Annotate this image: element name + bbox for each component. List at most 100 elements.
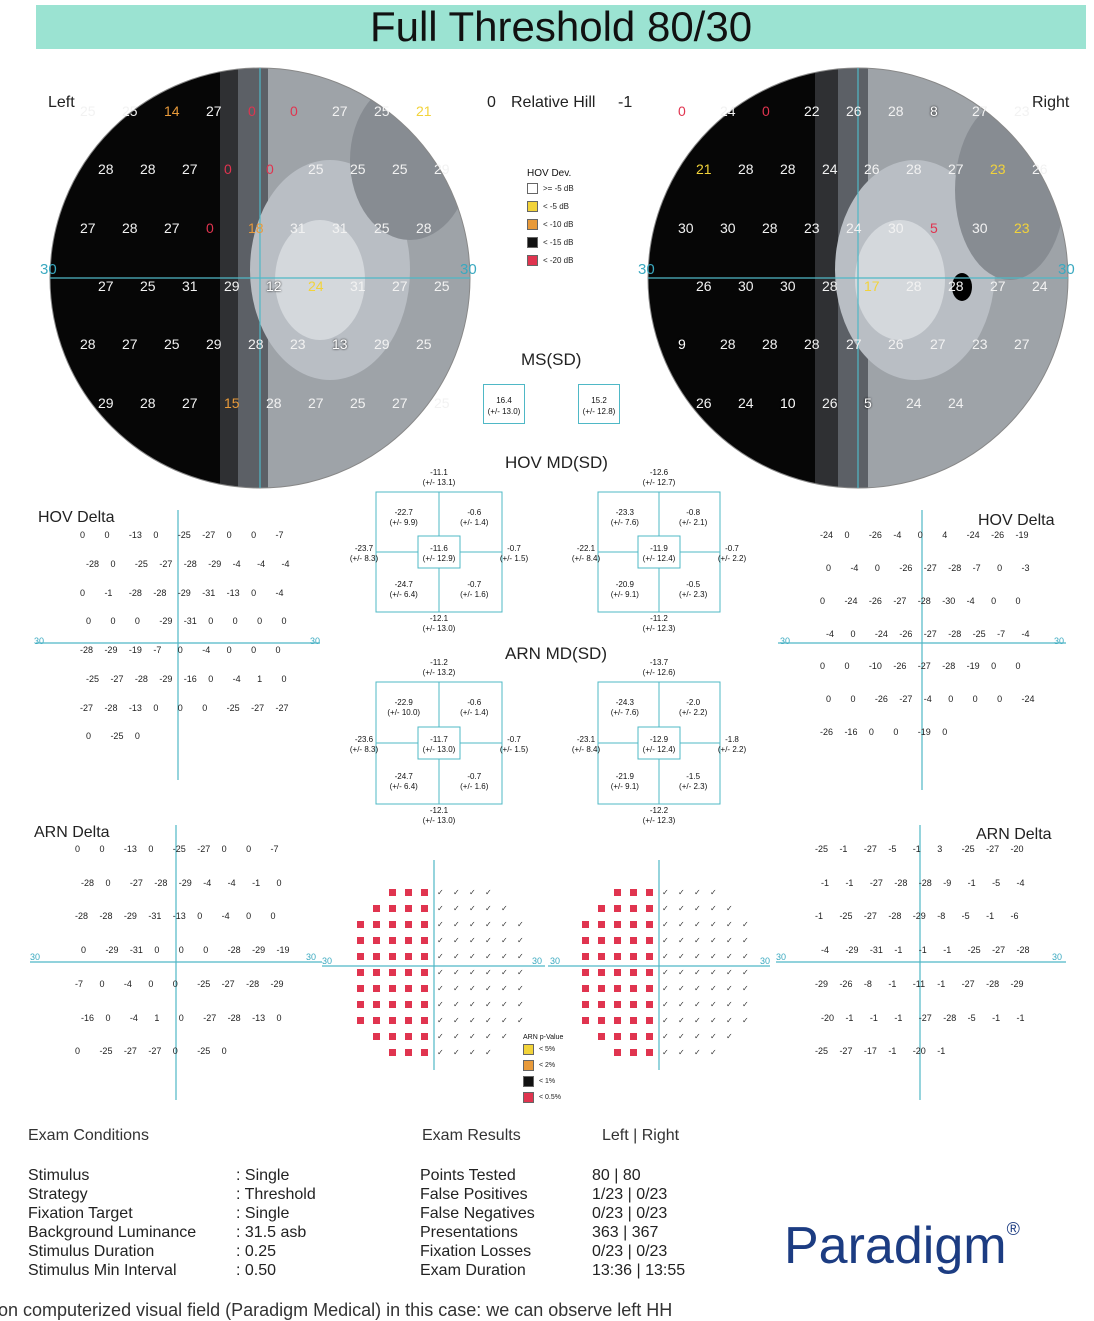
pvalue-square bbox=[614, 1049, 621, 1056]
right-field-value: 28 bbox=[906, 161, 922, 178]
hov-delta-right-value: 0 bbox=[850, 694, 856, 705]
left-field-value: 31 bbox=[182, 278, 198, 294]
md-cell-ll: -24.7 (+/- 6.4) bbox=[374, 772, 434, 792]
pvalue-check: ✓ bbox=[726, 904, 733, 913]
md-sd: (+/- 1.4) bbox=[460, 518, 489, 527]
pvalue-square bbox=[421, 889, 428, 896]
md-sd: (+/- 12.6) bbox=[642, 668, 676, 677]
md-value: -23.6 bbox=[354, 735, 374, 744]
pvalue-square bbox=[630, 1049, 637, 1056]
md-sd: (+/- 13.2) bbox=[422, 668, 456, 677]
md-sd: (+/- 13.1) bbox=[422, 478, 456, 487]
right-field-value: 0 bbox=[762, 103, 770, 119]
left-field-value: 0 bbox=[224, 161, 232, 178]
pvalue-square bbox=[630, 1033, 637, 1040]
left-field-value: 28 bbox=[140, 161, 156, 178]
pvalue-square bbox=[614, 921, 621, 928]
pvalue-square bbox=[421, 1001, 428, 1008]
hov-delta-right-value: 0 bbox=[942, 727, 948, 738]
arn-delta-left-value: -28 bbox=[75, 911, 89, 922]
arn-delta-left-value: 0 bbox=[178, 945, 184, 956]
arn-delta-left-value: -4 bbox=[129, 1012, 138, 1023]
hov-delta-left-value: -16 bbox=[183, 673, 197, 684]
hov-delta-left-value: -28 bbox=[128, 587, 142, 598]
left-field-value: 29 bbox=[374, 336, 390, 353]
hov-delta-right-value: -19 bbox=[917, 727, 931, 738]
hov-delta-left-value: -19 bbox=[128, 645, 142, 655]
arn-delta-right-value: -1 bbox=[937, 1046, 946, 1057]
hov-delta-left-value: -29 bbox=[208, 558, 222, 569]
arn-pvalue-legend-swatch bbox=[523, 1059, 534, 1071]
md-sd: (+/- 1.5) bbox=[499, 745, 529, 754]
axis-label: 30 bbox=[310, 636, 321, 646]
pvalue-check: ✓ bbox=[662, 984, 669, 993]
left-field-value: 27 bbox=[392, 394, 408, 411]
pvalue-check: ✓ bbox=[726, 1016, 733, 1025]
md-sd: (+/- 1.5) bbox=[499, 554, 529, 563]
left-field-value: 25 bbox=[350, 161, 366, 178]
md-cell-lr: -0.7 (+/- 1.6) bbox=[444, 580, 504, 600]
pvalue-check: ✓ bbox=[501, 1000, 508, 1009]
hov-delta-right-value: -26 bbox=[899, 628, 913, 639]
hov-delta-left-value: 0 bbox=[208, 673, 214, 684]
exam-condition-row: Stimulus Min Interval: 0.50 bbox=[28, 1261, 408, 1280]
ms-sd-right-sd: (+/- 12.8) bbox=[582, 407, 616, 416]
exam-result-value: 0/23 | 0/23 bbox=[592, 1205, 668, 1222]
pvalue-square bbox=[646, 953, 653, 960]
hov-delta-left-value: -4 bbox=[275, 587, 284, 598]
right-field-value: 5 bbox=[864, 394, 872, 411]
md-sd: (+/- 8.4) bbox=[571, 745, 601, 754]
pvalue-check: ✓ bbox=[501, 904, 508, 913]
arn-delta-right-value: -8 bbox=[863, 978, 872, 989]
hov-dev-legend-item: >= -5 dB bbox=[527, 179, 574, 197]
arn-delta-right-value: -29 bbox=[912, 911, 926, 922]
hov-md-title: HOV MD(SD) bbox=[505, 453, 608, 472]
pvalue-square bbox=[421, 937, 428, 944]
left-field-value: 31 bbox=[350, 278, 366, 294]
arn-delta-right-value: -1 bbox=[869, 1012, 878, 1023]
hov-delta-right-value: 0 bbox=[997, 562, 1003, 573]
exam-result-label: Presentations bbox=[420, 1224, 518, 1241]
pvalue-square bbox=[614, 985, 621, 992]
hov-delta-left-value: -13 bbox=[128, 702, 142, 713]
arn-delta-left-value: 0 bbox=[172, 1046, 178, 1057]
left-field-value: 0 bbox=[290, 103, 298, 119]
arn-pvalue-legend-label: < 0.5% bbox=[539, 1093, 561, 1101]
pvalue-check: ✓ bbox=[710, 968, 717, 977]
arn-delta-left-value: -27 bbox=[148, 1046, 162, 1057]
hov-delta-right-value: -26 bbox=[893, 661, 907, 672]
md-sd: (+/- 9.1) bbox=[610, 782, 639, 791]
exam-condition-value: : Threshold bbox=[236, 1186, 316, 1203]
relative-hill-left: 0 bbox=[487, 94, 496, 111]
md-value: -13.7 bbox=[649, 658, 669, 667]
pvalue-square bbox=[421, 1049, 428, 1056]
pvalue-check: ✓ bbox=[710, 1032, 717, 1041]
md-cell-lr: -1.5 (+/- 2.3) bbox=[663, 772, 723, 792]
arn-delta-right-value: -27 bbox=[918, 1012, 932, 1023]
pvalue-square bbox=[582, 985, 589, 992]
pvalue-check: ✓ bbox=[694, 1016, 701, 1025]
pvalue-square bbox=[646, 889, 653, 896]
pvalue-check: ✓ bbox=[742, 1000, 749, 1009]
arn-delta-left-value: 0 bbox=[246, 844, 252, 854]
pvalue-square bbox=[646, 1049, 653, 1056]
right-field-value: 28 bbox=[780, 161, 796, 178]
pvalue-square bbox=[405, 1033, 412, 1040]
pvalue-square bbox=[421, 985, 428, 992]
md-cell-ll: -20.9 (+/- 9.1) bbox=[595, 580, 655, 600]
md-value: -0.7 bbox=[507, 544, 521, 553]
axis-label: 30 bbox=[550, 956, 561, 966]
exam-results-column-header: Left | Right bbox=[602, 1127, 680, 1144]
pvalue-square bbox=[598, 969, 605, 976]
pvalue-square bbox=[357, 937, 364, 944]
pvalue-check: ✓ bbox=[517, 1016, 524, 1025]
hov-delta-left-value: -31 bbox=[202, 587, 216, 598]
right-field-value: 23 bbox=[972, 336, 988, 353]
arn-delta-left-value: -4 bbox=[221, 911, 230, 922]
hov-delta-right-value: -28 bbox=[942, 661, 956, 672]
exam-condition-value: : 31.5 asb bbox=[236, 1224, 307, 1241]
hov-delta-right-value: -19 bbox=[1015, 530, 1029, 540]
arn-delta-right-value: -26 bbox=[839, 978, 853, 989]
arn-delta-right-value: -25 bbox=[967, 945, 981, 956]
arn-delta-right-value: -1 bbox=[845, 1012, 854, 1023]
